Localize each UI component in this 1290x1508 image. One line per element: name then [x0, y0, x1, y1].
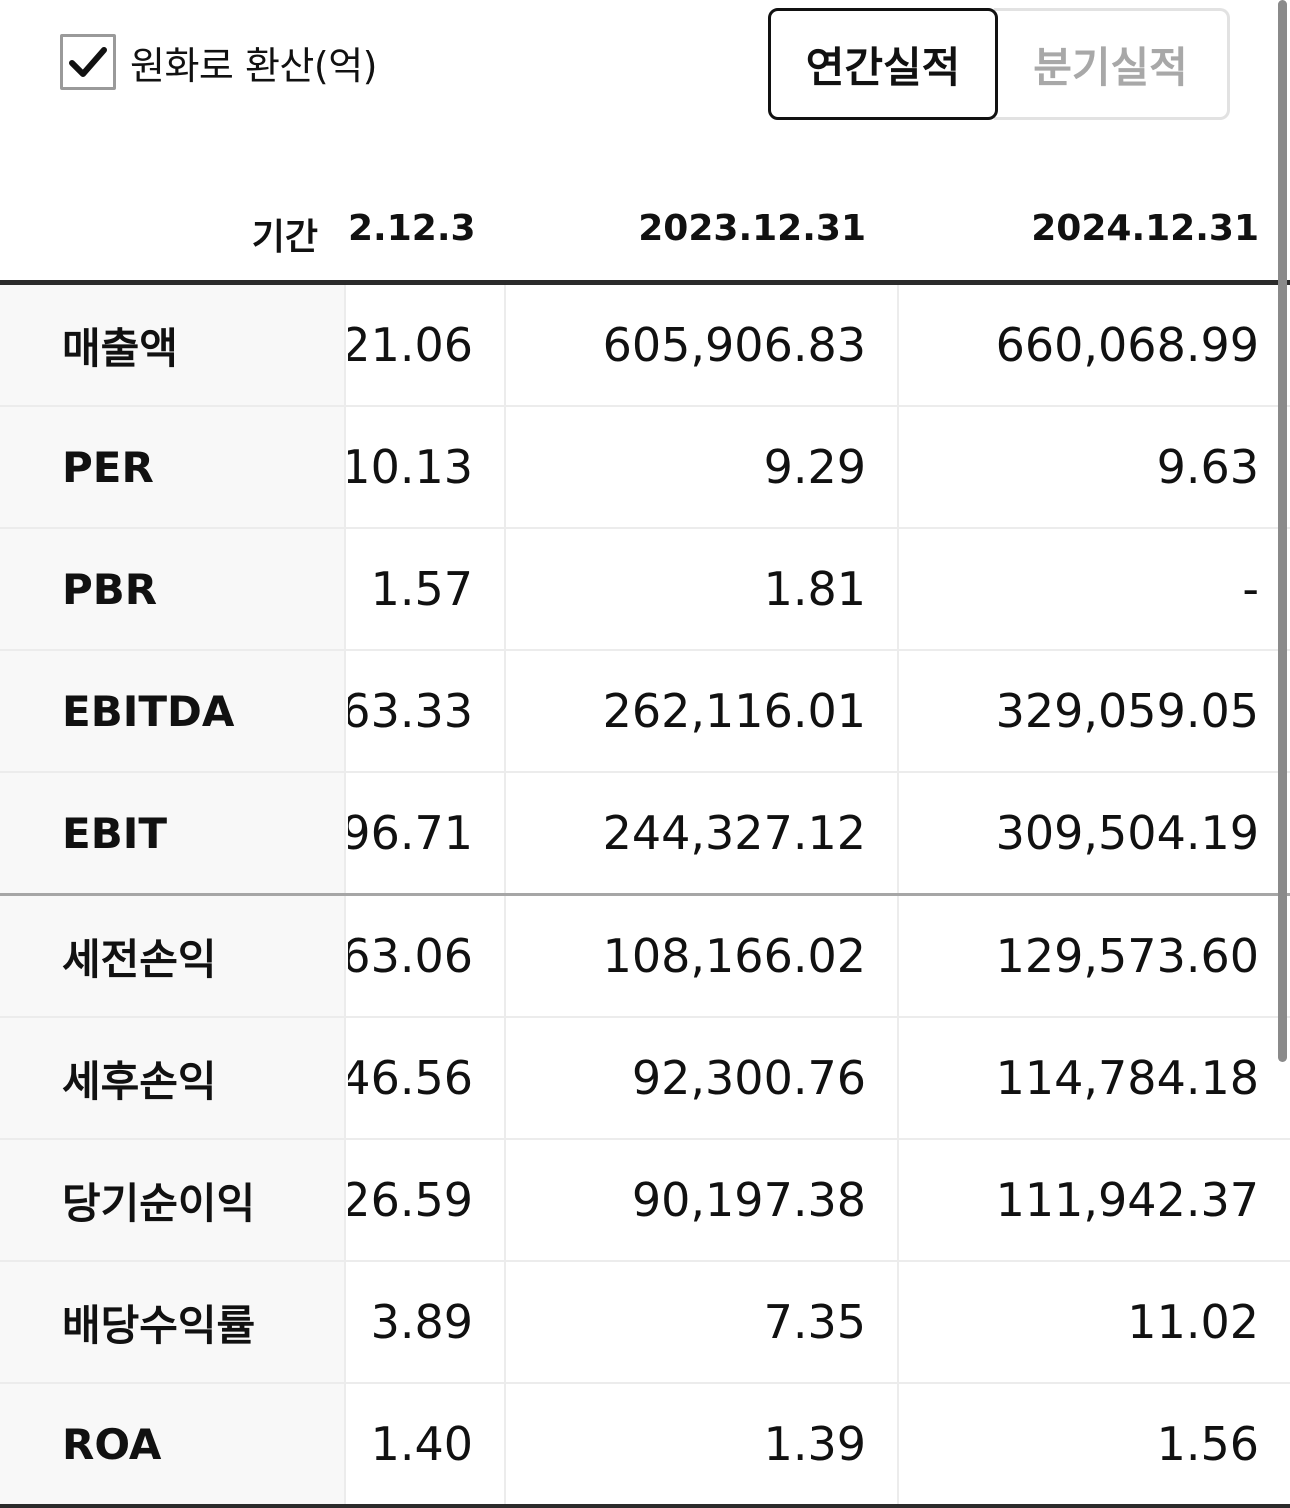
table-row: PBR 1.57 1.81 -	[0, 529, 1290, 651]
value-cell: 329,059.05	[995, 684, 1259, 738]
value-cell: 90,197.38	[631, 1173, 866, 1227]
column-divider	[897, 1018, 899, 1138]
column-divider	[504, 773, 506, 893]
column-divider	[897, 773, 899, 893]
column-header: 2.12.31	[348, 208, 473, 249]
table-row: 세전손익 63.06 108,166.02 129,573.60	[0, 896, 1290, 1018]
column-divider	[897, 651, 899, 771]
convert-krw-label: 원화로 환산(억)	[130, 43, 378, 88]
column-divider	[897, 896, 899, 1016]
row-label-cell: 배당수익률	[0, 1262, 346, 1382]
column-divider	[504, 1018, 506, 1138]
value-cell: 1.57	[370, 562, 473, 616]
table-row: 매출액 421.06 605,906.83 660,068.99	[0, 285, 1290, 407]
table-row: PER 10.13 9.29 9.63	[0, 407, 1290, 529]
value-cell: 1.56	[1156, 1417, 1259, 1471]
row-label: ROA	[62, 1419, 162, 1469]
table-row: EBIT 396.71 244,327.12 309,504.19	[0, 773, 1290, 896]
tab-quarterly-results[interactable]: 분기실적	[994, 8, 1230, 120]
period-label: 기간	[251, 217, 318, 258]
table-row: 배당수익률 3.89 7.35 11.02	[0, 1262, 1290, 1384]
value-cell: 11.02	[1127, 1295, 1259, 1349]
value-cell: 1.81	[763, 562, 866, 616]
column-divider	[504, 285, 506, 405]
row-label-cell: ROA	[0, 1384, 346, 1504]
value-cell: 63.06	[348, 929, 473, 983]
value-cell: 9.63	[1156, 440, 1259, 494]
row-label: 매출액	[62, 323, 178, 373]
value-cell: 63.33	[348, 684, 473, 738]
value-cell: -	[1242, 562, 1259, 616]
value-cell: 10.13	[348, 440, 473, 494]
value-cell: 108,166.02	[602, 929, 866, 983]
column-divider	[897, 1140, 899, 1260]
column-divider	[504, 407, 506, 527]
row-label: 당기순이익	[62, 1178, 256, 1228]
checkmark-icon	[69, 47, 107, 77]
value-cell: 114,784.18	[995, 1051, 1259, 1105]
value-cell: 396.71	[348, 806, 473, 860]
row-label: PBR	[62, 564, 158, 614]
row-label: 배당수익률	[62, 1300, 256, 1350]
financial-table: 기간 2.12.31 2023.12.31 2024.12.31 매출액 421.…	[0, 180, 1290, 1508]
value-cell: 92,300.76	[631, 1051, 866, 1105]
value-cell: 9.29	[763, 440, 866, 494]
value-cell: 3.89	[370, 1295, 473, 1349]
row-label-cell: PBR	[0, 529, 346, 649]
tab-annual-results[interactable]: 연간실적	[768, 8, 998, 120]
value-cell: 262,116.01	[602, 684, 866, 738]
table-row: EBITDA 63.33 262,116.01 329,059.05	[0, 651, 1290, 773]
row-label: EBITDA	[62, 686, 235, 736]
column-divider	[504, 1140, 506, 1260]
row-label: 세전손익	[62, 934, 217, 984]
row-label-cell: 세전손익	[0, 896, 346, 1016]
column-header: 2024.12.31	[1031, 208, 1259, 249]
column-divider	[897, 1384, 899, 1504]
row-label-cell: EBITDA	[0, 651, 346, 771]
value-cell: 605,906.83	[602, 318, 866, 372]
row-label-cell: 세후손익	[0, 1018, 346, 1138]
value-cell: 1.40	[370, 1417, 473, 1471]
convert-krw-checkbox-group[interactable]: 원화로 환산(억)	[60, 34, 378, 90]
top-controls: 원화로 환산(억) 연간실적 분기실적	[0, 0, 1290, 140]
value-cell: 1.39	[763, 1417, 866, 1471]
column-divider	[504, 896, 506, 1016]
convert-krw-checkbox[interactable]	[60, 34, 116, 90]
column-divider	[897, 1262, 899, 1382]
column-divider	[897, 285, 899, 405]
column-divider	[504, 1384, 506, 1504]
column-divider	[504, 529, 506, 649]
column-divider	[897, 529, 899, 649]
column-header: 2023.12.31	[638, 208, 866, 249]
column-divider	[504, 651, 506, 771]
table-row: ROA 1.40 1.39 1.56	[0, 1384, 1290, 1508]
value-cell: 7.35	[763, 1295, 866, 1349]
value-cell: 26.59	[348, 1173, 473, 1227]
column-divider	[504, 1262, 506, 1382]
table-header: 기간 2.12.31 2023.12.31 2024.12.31	[0, 180, 1290, 285]
column-divider	[897, 407, 899, 527]
row-label-cell: 매출액	[0, 285, 346, 405]
value-cell: 111,942.37	[995, 1173, 1259, 1227]
table-row: 당기순이익 26.59 90,197.38 111,942.37	[0, 1140, 1290, 1262]
table-row: 세후손익 46.56 92,300.76 114,784.18	[0, 1018, 1290, 1140]
row-label-cell: 당기순이익	[0, 1140, 346, 1260]
row-label: 세후손익	[62, 1056, 217, 1106]
row-label: EBIT	[62, 808, 167, 858]
value-cell: 46.56	[348, 1051, 473, 1105]
row-label: PER	[62, 442, 154, 492]
value-cell: 309,504.19	[995, 806, 1259, 860]
vertical-scrollbar[interactable]	[1276, 0, 1290, 1489]
value-cell: 421.06	[348, 318, 473, 372]
value-cell: 244,327.12	[602, 806, 866, 860]
row-label-cell: EBIT	[0, 773, 346, 893]
value-cell: 129,573.60	[995, 929, 1259, 983]
row-label-cell: PER	[0, 407, 346, 527]
table-body: 매출액 421.06 605,906.83 660,068.99 PER 10.13 9.2…	[0, 285, 1290, 1508]
scrollbar-thumb[interactable]	[1278, 0, 1287, 1062]
value-cell: 660,068.99	[995, 318, 1259, 372]
